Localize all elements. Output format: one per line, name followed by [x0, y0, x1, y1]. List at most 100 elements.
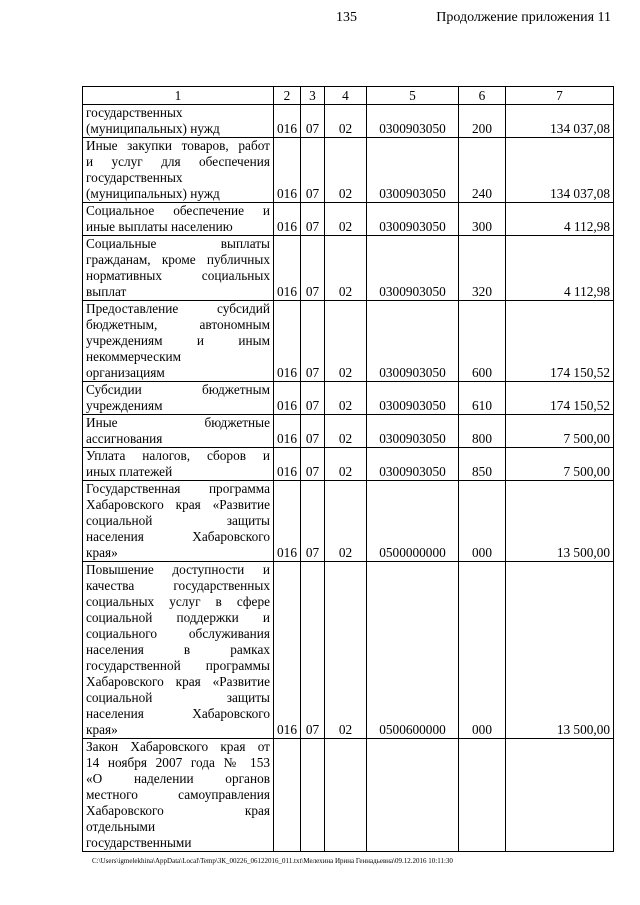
description-line: нормативных социальных: [86, 268, 270, 283]
row-description: государственных (муниципальных) нужд: [82, 104, 274, 138]
code-cell: 07: [300, 480, 325, 562]
code-cell: 02: [324, 137, 367, 203]
description-line: бюджетным, автономным: [86, 317, 270, 332]
code-cell: 02: [324, 104, 367, 138]
description-line: «О наделении органов: [86, 771, 270, 786]
code-cell: 0300903050: [366, 300, 459, 382]
row-description: Иные закупки товаров, работ и услуг для о…: [82, 137, 274, 203]
code-cell: 016: [273, 480, 301, 562]
table-row: Социальное обеспечение и иные выплаты нас…: [82, 202, 614, 236]
table-row: Предоставление субсидий бюджетным, автоно…: [82, 300, 614, 382]
code-cell: 320: [458, 235, 506, 301]
amount-cell: 134 037,08: [505, 137, 614, 203]
column-header: 6: [458, 86, 506, 105]
code-cell: [366, 738, 459, 852]
code-cell: 0500600000: [366, 561, 459, 739]
description-line: населения в рамках: [86, 642, 270, 657]
description-line: Уплата налогов, сборов и: [86, 448, 270, 463]
amount-cell: [505, 738, 614, 852]
code-cell: 016: [273, 447, 301, 481]
code-cell: 07: [300, 447, 325, 481]
description-line: государственной программы: [86, 658, 270, 673]
column-header: 7: [505, 86, 614, 105]
table-row: Закон Хабаровского края от 14 ноября 2007…: [82, 738, 614, 852]
row-description: Государственная программа Хабаровского кр…: [82, 480, 274, 562]
description-line: учреждениям: [86, 398, 163, 413]
amount-cell: 4 112,98: [505, 235, 614, 301]
code-cell: 016: [273, 235, 301, 301]
description-line: отдельными: [86, 819, 156, 834]
budget-table: 1 2 3 4 5 6 7 государственных (муниципаль…: [82, 86, 614, 852]
code-cell: 016: [273, 104, 301, 138]
code-cell: 016: [273, 561, 301, 739]
code-cell: 600: [458, 300, 506, 382]
code-cell: 07: [300, 300, 325, 382]
code-cell: 0300903050: [366, 414, 459, 448]
code-cell: 02: [324, 480, 367, 562]
description-line: Повышение доступности и: [86, 562, 270, 577]
code-cell: 0300903050: [366, 235, 459, 301]
row-description: Закон Хабаровского края от 14 ноября 2007…: [82, 738, 274, 852]
code-cell: 240: [458, 137, 506, 203]
code-cell: 610: [458, 381, 506, 415]
table-row: Иные закупки товаров, работ и услуг для о…: [82, 137, 614, 203]
description-line: и услуг для обеспечения: [86, 154, 270, 169]
code-cell: 000: [458, 480, 506, 562]
amount-cell: 174 150,52: [505, 300, 614, 382]
table-row: Иные бюджетные ассигнования 016 07 02 0300903…: [82, 414, 614, 448]
code-cell: 850: [458, 447, 506, 481]
table-row: государственных (муниципальных) нужд 016 07…: [82, 104, 614, 138]
code-cell: 07: [300, 414, 325, 448]
description-line: иных платежей: [86, 464, 173, 479]
description-line: населения Хабаровского: [86, 529, 270, 544]
description-line: Предоставление субсидий: [86, 301, 270, 316]
code-cell: 02: [324, 414, 367, 448]
row-description: Уплата налогов, сборов и иных платежей: [82, 447, 274, 481]
table-row: Государственная программа Хабаровского кр…: [82, 480, 614, 562]
column-header: 3: [300, 86, 325, 105]
description-line: иные выплаты населению: [86, 219, 233, 234]
code-cell: 0300903050: [366, 447, 459, 481]
row-description: Социальные выплаты гражданам, кроме публи…: [82, 235, 274, 301]
description-line: края»: [86, 722, 118, 737]
description-line: некоммерческим: [86, 349, 182, 364]
code-cell: 07: [300, 104, 325, 138]
amount-cell: 174 150,52: [505, 381, 614, 415]
description-line: гражданам, кроме публичных: [86, 252, 270, 267]
continuation-label: Продолжение приложения 11: [436, 10, 611, 25]
description-line: Государственная программа: [86, 481, 270, 496]
amount-cell: 4 112,98: [505, 202, 614, 236]
description-line: 14 ноября 2007 года № 153: [86, 755, 270, 770]
code-cell: 07: [300, 561, 325, 739]
description-line: социальной защиты: [86, 690, 270, 705]
column-header: 4: [324, 86, 367, 105]
description-line: ассигнования: [86, 431, 163, 446]
table-row: Субсидии бюджетным учреждениям 016 07 02 0300…: [82, 381, 614, 415]
table-header-row: 1 2 3 4 5 6 7: [82, 86, 614, 105]
code-cell: 07: [300, 381, 325, 415]
description-line: качества государственных: [86, 578, 270, 593]
column-header: 5: [366, 86, 459, 105]
code-cell: 200: [458, 104, 506, 138]
page-number: 135: [336, 10, 357, 25]
code-cell: [324, 738, 367, 852]
code-cell: 016: [273, 137, 301, 203]
code-cell: 016: [273, 381, 301, 415]
code-cell: 0500000000: [366, 480, 459, 562]
description-line: Иные бюджетные: [86, 415, 270, 430]
description-line: населения Хабаровского: [86, 706, 270, 721]
description-line: местного самоуправления: [86, 787, 270, 802]
amount-cell: 7 500,00: [505, 447, 614, 481]
row-description: Субсидии бюджетным учреждениям: [82, 381, 274, 415]
description-line: края»: [86, 545, 118, 560]
code-cell: 016: [273, 202, 301, 236]
description-line: социальных услуг в сфере: [86, 594, 270, 609]
row-description: Социальное обеспечение и иные выплаты нас…: [82, 202, 274, 236]
description-line: Хабаровского края «Развитие: [86, 674, 270, 689]
code-cell: [300, 738, 325, 852]
code-cell: 02: [324, 381, 367, 415]
code-cell: 07: [300, 235, 325, 301]
description-line: учреждениям и иным: [86, 333, 270, 348]
code-cell: 02: [324, 300, 367, 382]
description-line: Хабаровского края: [86, 803, 270, 818]
